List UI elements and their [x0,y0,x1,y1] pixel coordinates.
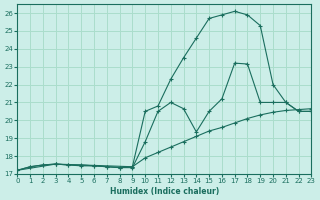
X-axis label: Humidex (Indice chaleur): Humidex (Indice chaleur) [110,187,219,196]
